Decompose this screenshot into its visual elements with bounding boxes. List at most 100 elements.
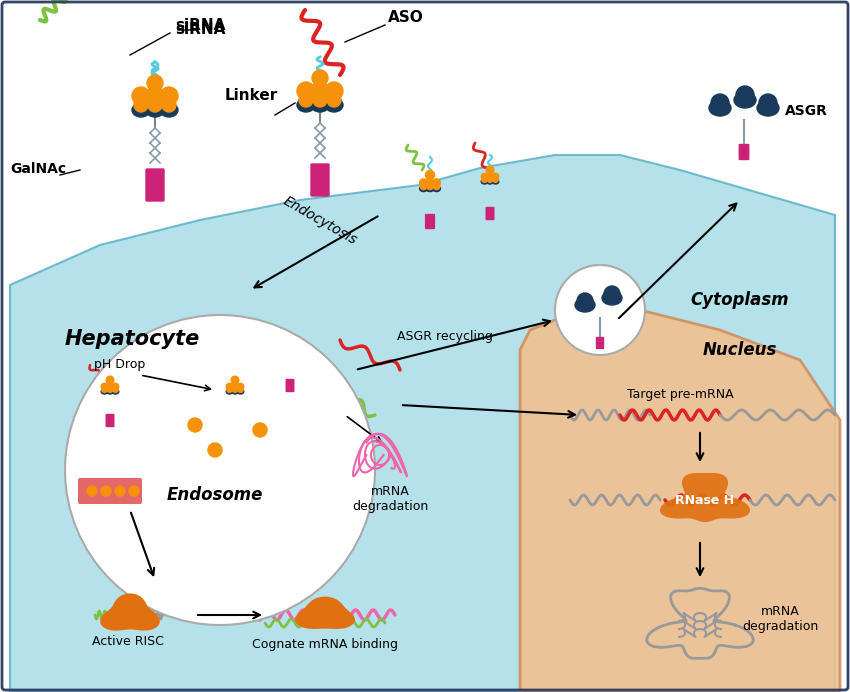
Text: ASO: ASO (388, 10, 424, 25)
Circle shape (327, 93, 341, 107)
Circle shape (134, 98, 148, 112)
Ellipse shape (237, 389, 244, 394)
Circle shape (107, 383, 113, 390)
Circle shape (492, 173, 499, 180)
Text: Endocytosis: Endocytosis (280, 194, 360, 248)
FancyBboxPatch shape (426, 215, 434, 228)
Circle shape (87, 486, 97, 496)
Text: mRNA
degradation: mRNA degradation (742, 605, 818, 633)
Polygon shape (10, 155, 835, 692)
Ellipse shape (160, 103, 178, 117)
Ellipse shape (232, 389, 238, 394)
Circle shape (486, 166, 494, 174)
Circle shape (420, 183, 427, 190)
Text: siRNA: siRNA (175, 23, 225, 37)
Text: ASGR: ASGR (785, 104, 828, 118)
Circle shape (237, 383, 244, 390)
Circle shape (238, 387, 243, 392)
Circle shape (434, 183, 439, 190)
Text: RNase H: RNase H (676, 493, 734, 507)
Ellipse shape (420, 185, 428, 192)
Ellipse shape (297, 98, 315, 112)
Ellipse shape (602, 291, 622, 305)
Circle shape (487, 177, 493, 183)
Circle shape (481, 173, 488, 180)
Circle shape (208, 443, 222, 457)
Circle shape (493, 177, 498, 183)
Circle shape (426, 179, 434, 187)
Circle shape (736, 86, 754, 104)
Circle shape (313, 93, 327, 107)
Circle shape (106, 376, 114, 384)
Circle shape (129, 486, 139, 496)
Circle shape (226, 383, 233, 390)
Circle shape (299, 93, 313, 107)
Circle shape (604, 286, 620, 302)
Ellipse shape (492, 179, 499, 184)
Circle shape (577, 293, 593, 309)
Circle shape (232, 387, 238, 392)
Circle shape (188, 418, 202, 432)
Circle shape (146, 87, 164, 105)
Text: Endosome: Endosome (167, 486, 264, 504)
Polygon shape (706, 495, 718, 502)
FancyBboxPatch shape (597, 338, 603, 349)
Circle shape (132, 87, 150, 105)
Circle shape (297, 82, 315, 100)
Text: mRNA
degradation: mRNA degradation (352, 485, 428, 513)
Circle shape (426, 170, 434, 179)
Circle shape (420, 179, 428, 187)
Circle shape (227, 387, 232, 392)
FancyBboxPatch shape (740, 145, 749, 159)
Text: Nucleus: Nucleus (703, 341, 777, 359)
Circle shape (65, 315, 375, 625)
Circle shape (101, 486, 111, 496)
Circle shape (433, 179, 440, 187)
Circle shape (487, 173, 493, 180)
Circle shape (112, 383, 119, 390)
FancyBboxPatch shape (486, 208, 494, 219)
Circle shape (102, 387, 107, 392)
FancyBboxPatch shape (78, 478, 142, 504)
Circle shape (759, 94, 777, 112)
Circle shape (147, 75, 163, 91)
Ellipse shape (101, 389, 108, 394)
Circle shape (312, 70, 328, 86)
FancyBboxPatch shape (146, 169, 164, 201)
Text: siRNA: siRNA (175, 18, 225, 33)
Polygon shape (520, 310, 840, 692)
Circle shape (427, 183, 434, 190)
Text: Hepatocyte: Hepatocyte (65, 329, 201, 349)
Ellipse shape (426, 185, 434, 192)
Ellipse shape (226, 389, 233, 394)
Circle shape (325, 82, 343, 100)
Ellipse shape (132, 103, 150, 117)
Ellipse shape (709, 100, 731, 116)
Ellipse shape (146, 103, 164, 117)
Circle shape (232, 383, 238, 390)
FancyBboxPatch shape (286, 379, 294, 392)
Ellipse shape (325, 98, 343, 112)
Text: Cognate mRNA binding: Cognate mRNA binding (252, 638, 398, 651)
Ellipse shape (487, 179, 493, 184)
Circle shape (113, 387, 118, 392)
Circle shape (107, 387, 113, 392)
Circle shape (711, 94, 729, 112)
Circle shape (115, 486, 125, 496)
Text: Active RISC: Active RISC (92, 635, 164, 648)
Ellipse shape (433, 185, 440, 192)
FancyBboxPatch shape (106, 415, 114, 426)
FancyBboxPatch shape (311, 164, 329, 196)
Circle shape (231, 376, 239, 384)
Ellipse shape (112, 389, 119, 394)
Ellipse shape (311, 98, 329, 112)
Text: Cytoplasm: Cytoplasm (691, 291, 790, 309)
Circle shape (311, 82, 329, 100)
Circle shape (253, 423, 267, 437)
Circle shape (160, 87, 178, 105)
Circle shape (482, 177, 487, 183)
Polygon shape (100, 594, 160, 630)
Polygon shape (660, 473, 750, 522)
Text: pH Drop: pH Drop (94, 358, 145, 371)
Circle shape (148, 98, 162, 112)
